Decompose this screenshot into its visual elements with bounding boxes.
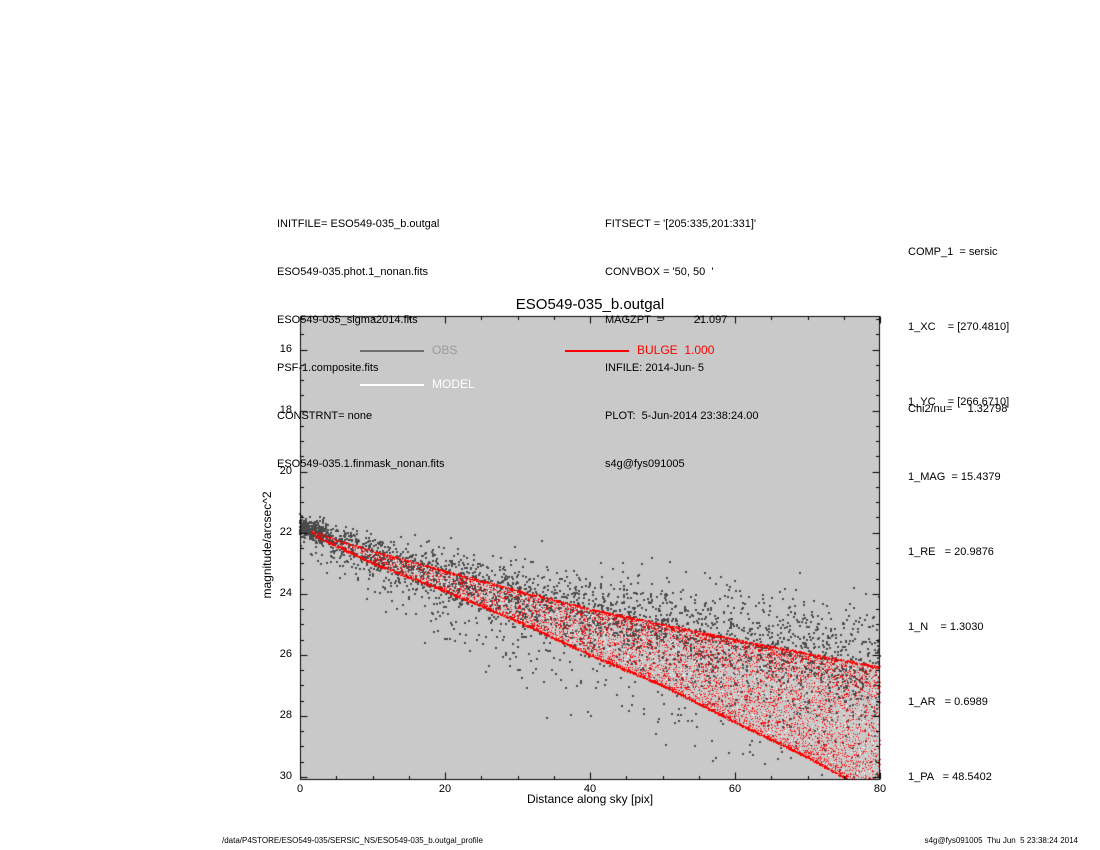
header-line-magzpt: MAGZPT = 21.097 — [605, 314, 728, 326]
header-line-initfile: INITFILE= ESO549-035_b.outgal — [277, 218, 440, 230]
footer-host-timestamp: s4g@fys091005 Thu Jun 5 23:38:24 2014 — [924, 836, 1078, 845]
input-files-block: INITFILE= ESO549-035_b.outgal ESO549-035… — [277, 184, 445, 504]
param-line-ar: 1_AR = 0.6989 — [908, 696, 988, 708]
y-tick-label: 28 — [279, 709, 292, 721]
header-line-infile: INFILE: 2014-Jun- 5 — [605, 362, 705, 374]
obs-legend-label: OBS — [432, 343, 458, 357]
x-axis-label: Distance along sky [pix] — [526, 792, 654, 806]
y-tick-label: 16 — [279, 343, 292, 355]
obs-legend-line — [360, 350, 424, 352]
param-line-yc: 1_YC = [266.6710] — [908, 396, 1010, 408]
header-line-constrnt: CONSTRNT= none — [277, 410, 373, 422]
header-line-sigma: ESO549-035_sigma2014.fits — [277, 314, 418, 326]
fit-settings-block: FITSECT = '[205:335,201:331]' CONVBOX = … — [605, 184, 759, 504]
header-line-fitsect: FITSECT = '[205:335,201:331]' — [605, 218, 757, 230]
bulge-legend-label: BULGE 1.000 — [637, 343, 715, 357]
header-line-psf: PSF-1.composite.fits — [277, 362, 379, 374]
y-tick-label: 24 — [279, 587, 292, 599]
model-legend-label: MODEL — [432, 377, 475, 391]
x-tick-label: 60 — [728, 783, 742, 795]
model-legend-line — [360, 384, 424, 386]
param-line-mag: 1_MAG = 15.4379 — [908, 471, 1001, 483]
param-line-pa: 1_PA = 48.5402 — [908, 771, 992, 783]
header-line-host: s4g@fys091005 — [605, 458, 685, 470]
y-tick-label: 18 — [279, 404, 292, 416]
y-axis-label: magnitude/arcsec^2 — [260, 491, 274, 599]
header-line-plot: PLOT: 5-Jun-2014 23:38:24.00 — [605, 410, 759, 422]
x-tick-label: 80 — [873, 783, 887, 795]
param-line-comp: COMP_1 = sersic — [908, 246, 998, 258]
x-tick-label: 20 — [438, 783, 452, 795]
param-line-re: 1_RE = 20.9876 — [908, 546, 994, 558]
x-tick-label: 40 — [583, 783, 597, 795]
y-tick-label: 26 — [279, 648, 292, 660]
plot-title: ESO549-035_b.outgal — [515, 296, 665, 313]
header-line-finmask: ESO549-035.1.finmask_nonan.fits — [277, 458, 445, 470]
header-line-convbox: CONVBOX = '50, 50 ' — [605, 266, 714, 278]
param-line-xc: 1_XC = [270.4810] — [908, 321, 1010, 333]
y-tick-label: 30 — [279, 770, 292, 782]
y-tick-label: 20 — [279, 465, 292, 477]
chi2-line: Chi2/nu= 1.32798 — [908, 403, 1008, 415]
x-tick-label: 0 — [296, 783, 304, 795]
fit-params-block: COMP_1 = sersic 1_XC = [270.4810] 1_YC =… — [908, 190, 1009, 840]
header-line-phot: ESO549-035.phot.1_nonan.fits — [277, 266, 429, 278]
param-line-n: 1_N = 1.3030 — [908, 621, 984, 633]
footer-profile-path: /data/P4STORE/ESO549-035/SERSIC_NS/ESO54… — [222, 836, 483, 845]
y-tick-label: 22 — [279, 526, 292, 538]
bulge-legend-line — [565, 350, 629, 352]
